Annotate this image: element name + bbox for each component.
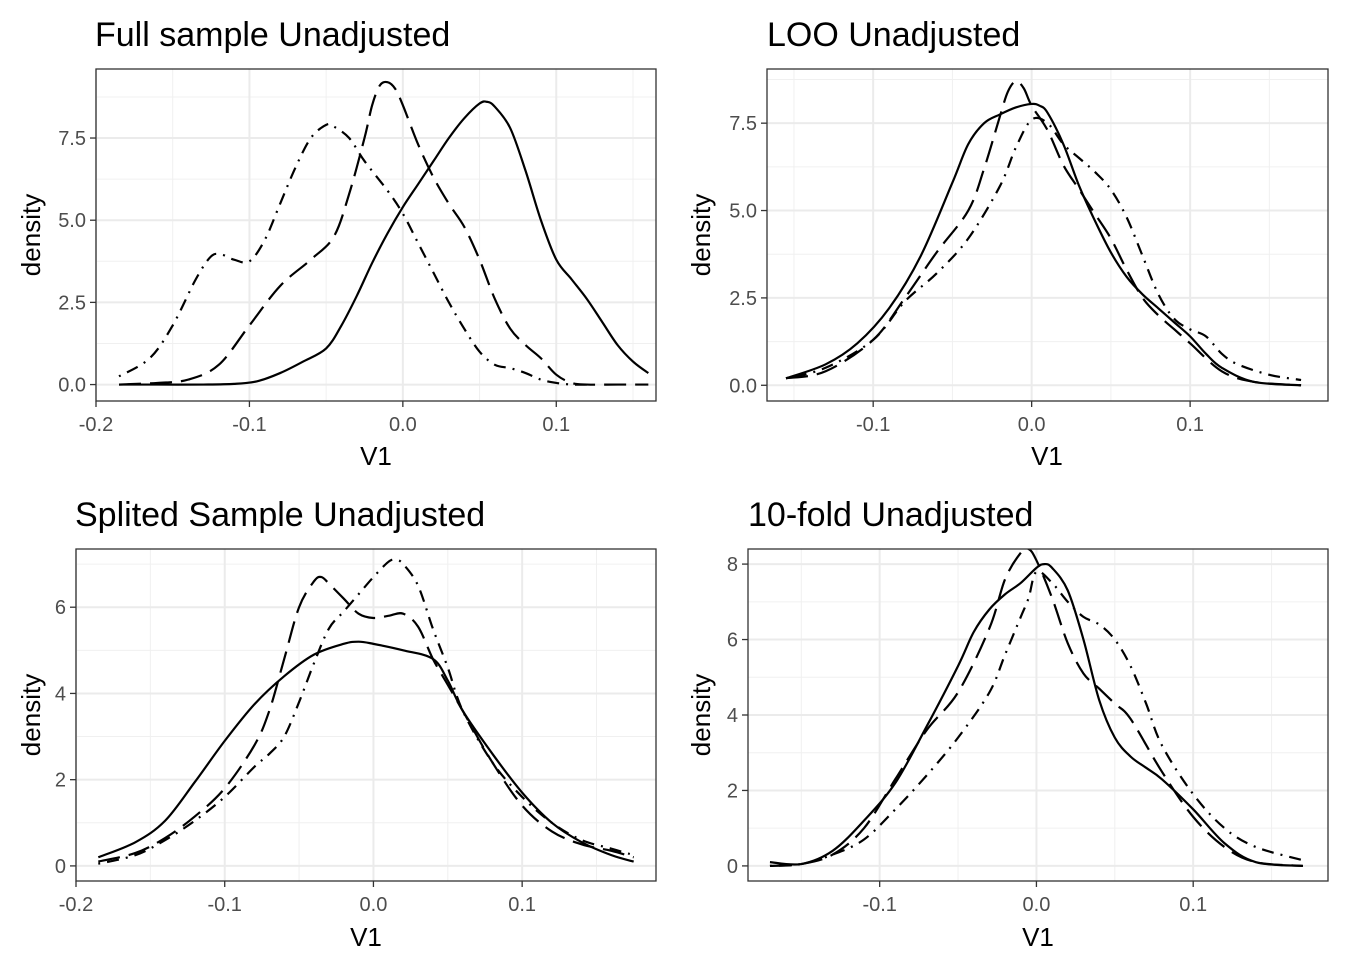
axis-ticks: -0.2 -0.1 0.0 0.1 0 2 4 6 xyxy=(55,597,536,916)
y-tick-label: 5.0 xyxy=(58,210,86,232)
density-line-dotdash xyxy=(769,570,1304,868)
density-line-solid xyxy=(769,562,1304,868)
density-line-longdash xyxy=(118,80,649,386)
y-tick-label: 0.0 xyxy=(58,375,86,397)
x-tick-label: -0.1 xyxy=(856,414,890,436)
y-axis-title: density xyxy=(686,674,716,756)
density-line-dotdash xyxy=(785,116,1302,382)
x-tick-label: 0.0 xyxy=(389,414,417,436)
y-tick-label: 2 xyxy=(55,770,66,792)
y-tick-label: 6 xyxy=(727,630,738,652)
panel-title: Full sample Unadjusted xyxy=(95,16,450,54)
axis-ticks: -0.1 0.0 0.1 0 2 4 6 8 xyxy=(727,554,1207,916)
plot-area xyxy=(76,549,656,881)
y-tick-label: 0 xyxy=(55,856,66,878)
panel-title: 10-fold Unadjusted xyxy=(748,496,1033,534)
y-tick-label: 7.5 xyxy=(58,128,86,150)
panel-full-sample: Full sample Unadjusted -0.2 -0.1 0.0 0.1 0.0… xyxy=(16,16,657,471)
density-line-longdash xyxy=(785,80,1302,387)
x-tick-label: 0.1 xyxy=(542,414,570,436)
plot-area xyxy=(96,69,656,401)
density-line-dotdash xyxy=(98,558,634,865)
x-axis-title: V1 xyxy=(360,441,392,471)
series-lines xyxy=(769,549,1304,868)
x-tick-label: 0.1 xyxy=(1179,894,1207,916)
y-tick-label: 6 xyxy=(55,597,66,619)
panel-splited-sample: Splited Sample Unadjusted -0.2 -0.1 0.0 0.1… xyxy=(16,496,657,952)
panel-10-fold: 10-fold Unadjusted -0.1 0.0 0.1 0 2 4 6 8 V1 de… xyxy=(686,496,1329,952)
y-tick-label: 8 xyxy=(727,554,738,576)
series-lines xyxy=(97,558,634,865)
plot-area xyxy=(767,69,1328,401)
x-tick-label: 0.0 xyxy=(1023,894,1051,916)
x-tick-label: -0.1 xyxy=(862,894,896,916)
x-tick-label: 0.1 xyxy=(1176,414,1204,436)
y-tick-label: 2 xyxy=(727,780,738,802)
gridlines xyxy=(767,69,1328,401)
x-axis-title: V1 xyxy=(1022,922,1054,952)
panel-border xyxy=(766,68,1329,402)
y-axis-title: density xyxy=(16,674,46,756)
x-axis-title: V1 xyxy=(350,922,382,952)
x-tick-label: -0.1 xyxy=(207,894,241,916)
x-axis-title: V1 xyxy=(1031,441,1063,471)
panel-title: Splited Sample Unadjusted xyxy=(75,496,485,534)
panel-border xyxy=(95,68,657,402)
x-tick-label: -0.2 xyxy=(59,894,93,916)
axis-ticks: -0.1 0.0 0.1 0.0 2.5 5.0 7.5 xyxy=(729,113,1204,436)
panel-loo: LOO Unadjusted -0.1 0.0 0.1 0.0 2.5 5.0 7.5 V1… xyxy=(686,16,1329,471)
series-lines xyxy=(118,80,649,386)
y-tick-label: 2.5 xyxy=(729,288,757,310)
axis-ticks: -0.2 -0.1 0.0 0.1 0.0 2.5 5.0 7.5 xyxy=(58,128,570,436)
y-axis-title: density xyxy=(686,194,716,276)
x-tick-label: -0.1 xyxy=(232,414,266,436)
x-tick-label: 0.0 xyxy=(1018,414,1046,436)
density-line-solid xyxy=(785,102,1302,387)
y-tick-label: 5.0 xyxy=(729,201,757,223)
y-tick-label: 0 xyxy=(727,856,738,878)
x-tick-label: -0.2 xyxy=(79,414,113,436)
gridlines xyxy=(748,549,1328,881)
x-tick-label: 0.1 xyxy=(508,894,536,916)
y-tick-label: 7.5 xyxy=(729,113,757,135)
panel-title: LOO Unadjusted xyxy=(767,16,1020,54)
y-axis-title: density xyxy=(16,194,46,276)
density-line-solid xyxy=(119,100,649,386)
y-tick-label: 0.0 xyxy=(729,375,757,397)
y-tick-label: 4 xyxy=(55,683,66,705)
density-line-longdash xyxy=(769,549,1304,868)
density-line-longdash xyxy=(98,575,634,863)
y-tick-label: 4 xyxy=(727,705,738,727)
panel-border xyxy=(75,548,657,882)
x-tick-label: 0.0 xyxy=(360,894,388,916)
series-lines xyxy=(785,80,1302,387)
y-tick-label: 2.5 xyxy=(58,292,86,314)
